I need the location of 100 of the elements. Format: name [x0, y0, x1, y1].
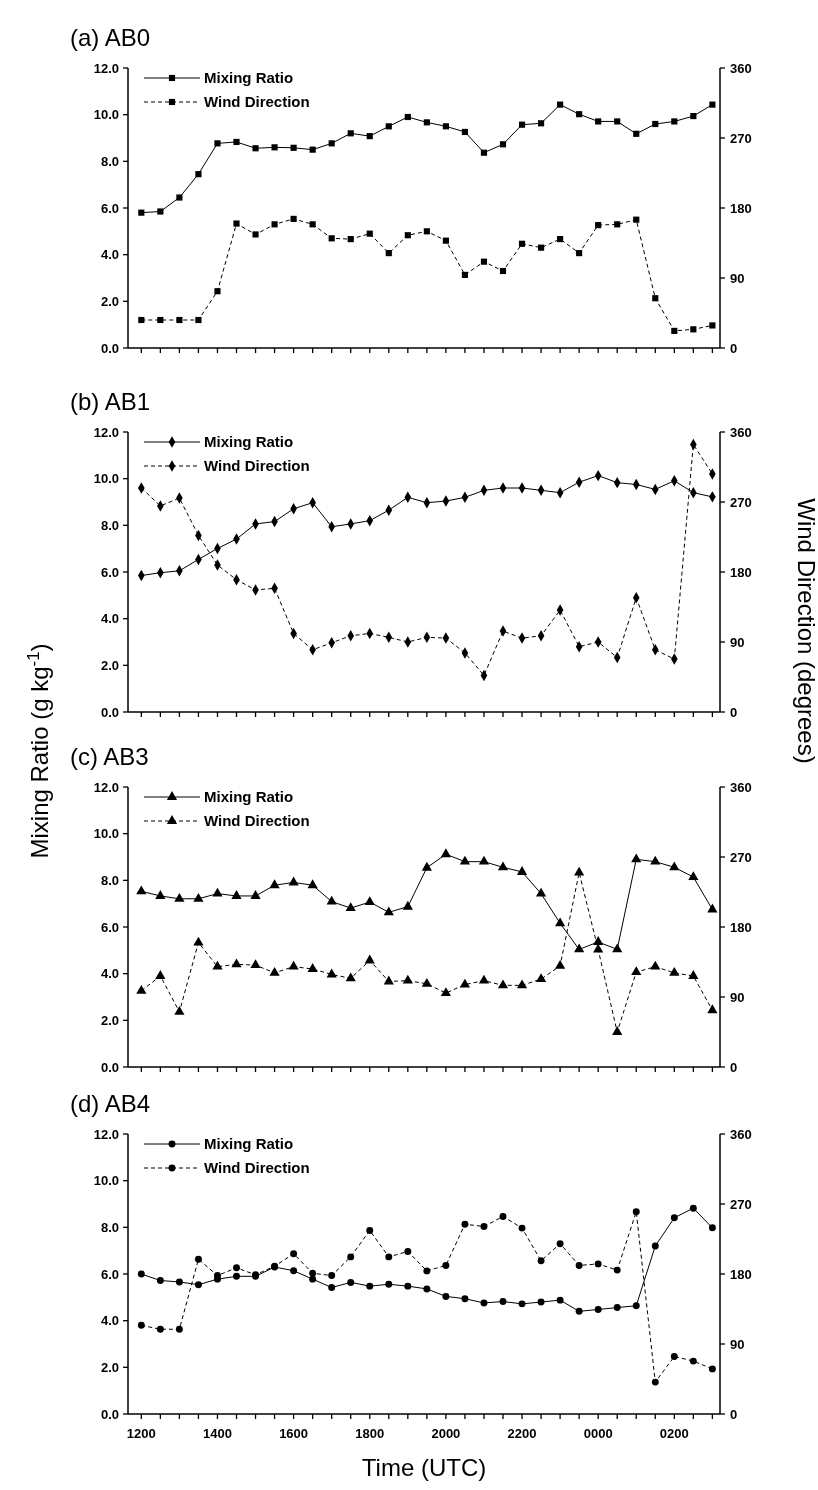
- point: [233, 220, 240, 227]
- point: [193, 892, 204, 902]
- point: [290, 1267, 298, 1275]
- y-tick-label: 12.0: [93, 424, 119, 440]
- point: [271, 144, 278, 151]
- x-tick-label: 1600: [279, 1426, 309, 1441]
- x-tick-label: 0000: [583, 1426, 613, 1441]
- point: [155, 970, 166, 979]
- point: [345, 902, 356, 912]
- y2-tick-label: 180: [730, 200, 752, 216]
- x-tick-label: 2200: [507, 1426, 537, 1441]
- point: [156, 1325, 164, 1333]
- point: [326, 895, 337, 905]
- point: [478, 974, 490, 984]
- point: [309, 1269, 317, 1277]
- point: [459, 855, 471, 865]
- point: [402, 974, 413, 984]
- y2-tick-label: 360: [730, 1126, 752, 1142]
- point: [688, 871, 699, 881]
- y2-axis-title: Wind Direction (degrees): [793, 498, 818, 764]
- point: [212, 960, 223, 970]
- y-tick-label: 8.0: [100, 1219, 119, 1235]
- point: [252, 145, 259, 152]
- legend-label: Mixing Ratio: [204, 788, 294, 806]
- point: [138, 209, 145, 216]
- point: [136, 984, 147, 994]
- y2-tick-label: 0: [730, 704, 738, 720]
- point: [461, 1295, 469, 1303]
- point: [138, 316, 145, 324]
- point: [174, 892, 185, 902]
- legend-label: Mixing Ratio: [204, 69, 294, 87]
- point: [499, 267, 507, 275]
- point: [442, 237, 449, 244]
- point: [709, 322, 716, 329]
- point: [535, 887, 547, 897]
- point: [480, 149, 488, 156]
- point: [612, 1026, 623, 1035]
- y2-tick-label: 270: [730, 130, 752, 146]
- point: [613, 1266, 621, 1274]
- chart-title: (a) AB0: [70, 24, 151, 51]
- point: [669, 861, 680, 871]
- y2-tick-label: 360: [730, 424, 752, 440]
- point: [175, 1325, 183, 1333]
- y2-tick-label: 0: [730, 1406, 738, 1422]
- point: [288, 876, 299, 886]
- y2-tick-label: 180: [730, 1266, 752, 1282]
- y-tick-label: 6.0: [100, 200, 119, 216]
- point: [461, 128, 469, 136]
- point: [250, 890, 261, 899]
- point: [307, 963, 318, 972]
- y2-tick-label: 270: [730, 1196, 752, 1212]
- point: [537, 120, 545, 127]
- y-tick-label: 10.0: [93, 826, 119, 842]
- point: [328, 140, 335, 147]
- point: [461, 1220, 469, 1228]
- point: [575, 1261, 583, 1269]
- point: [576, 111, 583, 118]
- point: [326, 968, 337, 978]
- point: [632, 1208, 640, 1216]
- y-tick-label: 0.0: [100, 1059, 119, 1075]
- point: [366, 1226, 374, 1234]
- point: [499, 141, 507, 148]
- point: [385, 1253, 393, 1261]
- point: [631, 966, 642, 976]
- point: [671, 118, 678, 125]
- point: [651, 1378, 659, 1386]
- point: [689, 1357, 697, 1365]
- point: [269, 879, 280, 889]
- y-tick-label: 2.0: [100, 657, 119, 673]
- point: [594, 1306, 602, 1313]
- point: [574, 943, 585, 953]
- point: [174, 1005, 185, 1015]
- point: [614, 118, 621, 125]
- y2-tick-label: 180: [730, 564, 752, 580]
- y2-tick-label: 0: [730, 340, 738, 356]
- y-tick-label: 6.0: [100, 919, 119, 935]
- point: [537, 244, 545, 251]
- point: [708, 1365, 716, 1373]
- y2-tick-label: 270: [730, 849, 752, 865]
- point: [595, 222, 602, 229]
- point: [156, 1277, 164, 1284]
- point: [347, 130, 354, 137]
- point: [518, 240, 526, 247]
- point: [271, 221, 278, 228]
- point: [176, 316, 183, 324]
- point: [555, 960, 566, 969]
- point: [633, 216, 640, 223]
- point: [347, 1278, 355, 1286]
- point: [404, 113, 411, 121]
- point: [194, 1255, 202, 1263]
- y-tick-label: 4.0: [100, 1313, 119, 1329]
- y-tick-label: 0.0: [100, 704, 119, 720]
- point: [593, 936, 604, 945]
- y-tick-label: 8.0: [100, 517, 119, 533]
- y-tick-label: 12.0: [93, 779, 119, 795]
- y-tick-label: 12.0: [93, 60, 119, 76]
- point: [518, 1224, 526, 1232]
- point: [366, 1282, 374, 1290]
- point: [478, 855, 490, 865]
- point: [480, 1223, 488, 1231]
